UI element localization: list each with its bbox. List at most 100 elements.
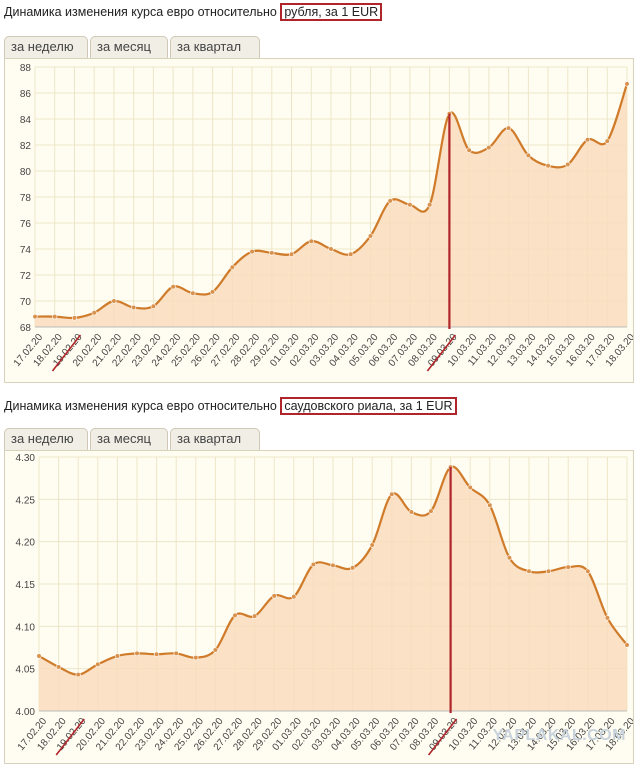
data-point xyxy=(55,664,62,670)
y-tick-label: 70 xyxy=(20,297,32,308)
data-point xyxy=(350,565,356,571)
y-tick-label: 4.25 xyxy=(16,495,36,506)
data-point xyxy=(229,264,235,270)
data-point xyxy=(408,509,415,515)
series-area xyxy=(35,83,627,328)
data-point xyxy=(624,642,630,648)
data-point xyxy=(52,314,58,320)
data-point xyxy=(249,249,255,255)
data-point xyxy=(308,238,314,244)
tab-quarter[interactable]: за квартал xyxy=(170,428,260,450)
data-point xyxy=(604,615,611,621)
y-tick-label: 78 xyxy=(20,193,32,204)
data-point xyxy=(173,650,179,657)
data-point xyxy=(291,594,297,600)
rub-chart: 687072747678808284868817.02.2018.02.2019… xyxy=(12,63,633,372)
rub-panel: Динамика изменения курса евро относитель… xyxy=(0,0,640,383)
data-point xyxy=(190,290,196,296)
data-point xyxy=(585,568,591,574)
data-point xyxy=(369,542,375,548)
data-point xyxy=(624,81,630,87)
data-point xyxy=(71,315,78,321)
data-point xyxy=(506,125,512,131)
data-point xyxy=(114,653,120,659)
data-point xyxy=(367,233,374,239)
y-tick-label: 4.00 xyxy=(16,707,36,718)
data-point xyxy=(565,564,571,570)
sar-chart: 4.004.054.104.154.204.254.3017.02.2018.0… xyxy=(16,453,633,756)
data-point xyxy=(487,502,493,508)
data-point xyxy=(545,163,551,169)
panel-title-prefix: Динамика изменения курса евро относитель… xyxy=(4,399,281,413)
data-point xyxy=(545,568,552,574)
data-point xyxy=(506,555,513,561)
tab-month[interactable]: за месяц xyxy=(90,36,168,58)
data-point xyxy=(154,651,160,657)
data-point xyxy=(525,152,531,158)
data-point xyxy=(36,653,42,659)
data-point xyxy=(389,491,395,497)
data-point xyxy=(604,138,610,144)
rub-chart-frame: 687072747678808284868817.02.2018.02.2019… xyxy=(4,58,634,383)
y-tick-label: 4.10 xyxy=(16,622,36,633)
sar-panel: Динамика изменения курса евро относитель… xyxy=(0,394,640,767)
y-tick-label: 4.30 xyxy=(16,453,36,464)
data-point xyxy=(330,562,336,568)
data-point xyxy=(75,671,81,678)
y-tick-label: 84 xyxy=(20,115,32,126)
tab-quarter[interactable]: за квартал xyxy=(170,36,260,58)
tab-month[interactable]: за месяц xyxy=(90,428,168,450)
y-tick-label: 4.05 xyxy=(16,665,36,676)
data-point xyxy=(348,251,354,257)
data-point xyxy=(466,147,472,153)
data-point xyxy=(271,593,277,599)
data-point xyxy=(134,650,140,657)
data-point xyxy=(170,284,176,290)
data-point xyxy=(232,612,238,618)
data-point xyxy=(252,613,258,619)
watermark: YAPLAKAL.COM xyxy=(492,727,626,744)
panel-title-highlight: саудовского риала, за 1 EUR xyxy=(280,397,457,415)
data-point xyxy=(310,561,317,568)
data-point xyxy=(150,303,156,309)
data-point xyxy=(584,137,591,143)
sar-chart-frame: 4.00 4.05 4.10 4.15 4.20 4.25 4.30 17.02.20 18.0… xyxy=(4,450,634,764)
data-point xyxy=(91,310,97,316)
series-area xyxy=(39,466,627,711)
y-tick-label: 88 xyxy=(20,63,32,74)
highlight-underline xyxy=(51,334,82,372)
data-point xyxy=(467,484,473,491)
y-tick-label: 68 xyxy=(20,323,32,334)
data-point xyxy=(95,661,101,668)
data-point xyxy=(407,202,413,208)
data-point xyxy=(111,298,117,304)
y-tick-label: 80 xyxy=(20,167,32,178)
y-tick-label: 74 xyxy=(20,245,32,256)
panel-title: Динамика изменения курса евро относитель… xyxy=(4,3,383,21)
y-tick-label: 72 xyxy=(20,271,32,282)
highlight-underline xyxy=(427,718,458,756)
data-point xyxy=(131,304,137,311)
y-tick-label: 76 xyxy=(20,219,32,230)
data-point xyxy=(486,144,492,151)
data-point xyxy=(288,251,295,257)
tab-week[interactable]: за неделю xyxy=(4,428,88,450)
data-point xyxy=(328,246,334,252)
y-tick-label: 86 xyxy=(20,89,32,100)
tab-week[interactable]: за неделю xyxy=(4,36,88,58)
data-point xyxy=(269,250,275,256)
y-tick-label: 4.15 xyxy=(16,580,36,591)
data-point xyxy=(210,289,216,295)
data-point xyxy=(193,655,199,661)
data-point xyxy=(32,314,38,320)
data-point xyxy=(387,198,393,204)
data-point xyxy=(428,508,434,514)
data-point xyxy=(565,161,571,168)
data-point xyxy=(212,647,218,653)
highlight-underline xyxy=(426,334,457,372)
panel-title-prefix: Динамика изменения курса евро относитель… xyxy=(4,5,281,19)
data-point xyxy=(526,568,532,574)
highlight-underline xyxy=(55,718,85,756)
panel-title: Динамика изменения курса евро относитель… xyxy=(4,397,457,415)
y-tick-label: 82 xyxy=(20,141,32,152)
